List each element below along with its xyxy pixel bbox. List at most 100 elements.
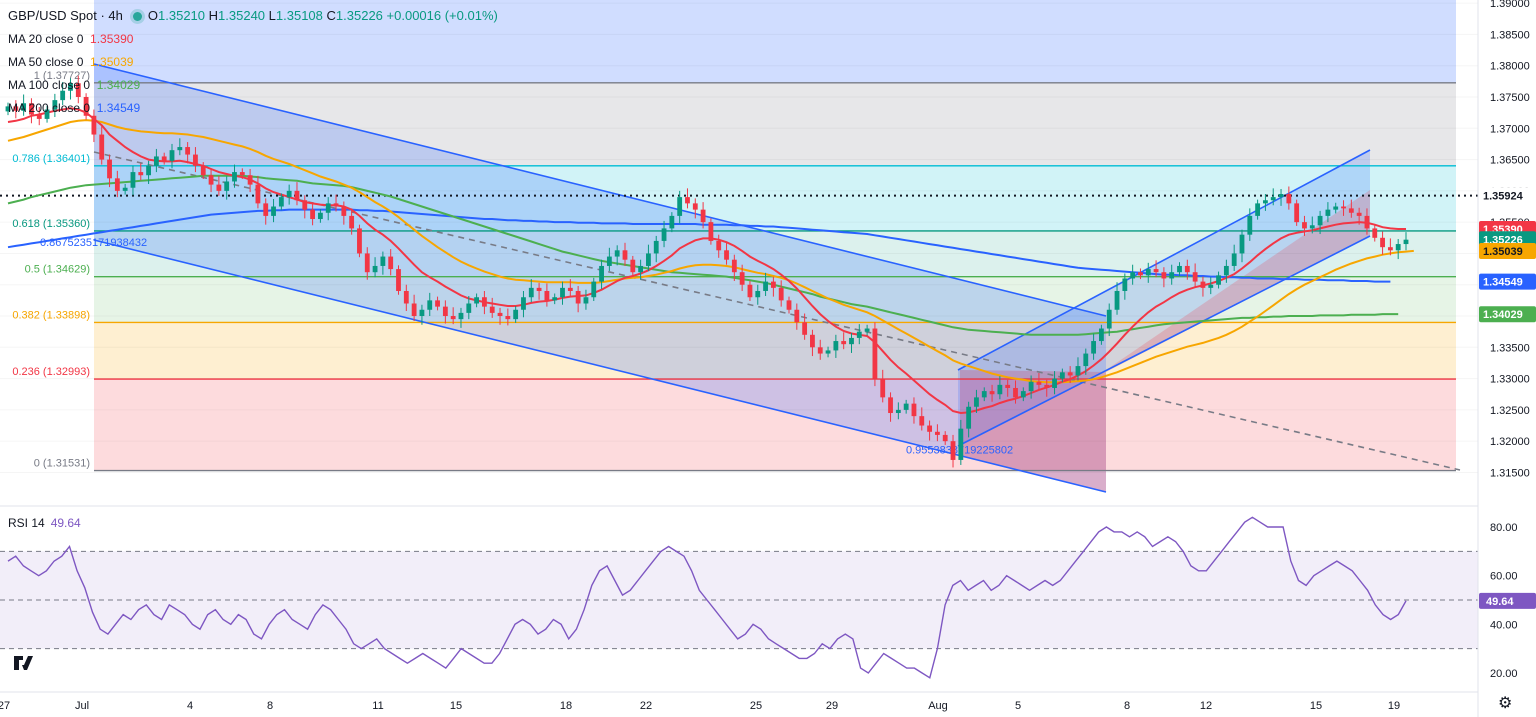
candle-body — [161, 156, 167, 161]
candle-body — [1099, 328, 1104, 342]
time-tick-label: 4 — [187, 700, 193, 712]
fib-label: 0.786 (1.36401) — [12, 153, 90, 165]
candle-body — [302, 200, 308, 210]
candle-body — [606, 256, 612, 266]
price-tick-label: 1.33000 — [1490, 374, 1530, 386]
candle-body — [310, 209, 315, 220]
fib-label: 1 (1.37727) — [34, 70, 90, 82]
candle-body — [1341, 206, 1346, 209]
candle-body — [989, 391, 995, 395]
fib-zone-top — [94, 0, 1456, 83]
candle-body — [1083, 353, 1089, 367]
candle-body — [107, 159, 112, 179]
fib-label: 0.618 (1.35360) — [12, 218, 90, 230]
time-tick-label: 15 — [450, 700, 462, 712]
candle-body — [716, 240, 722, 251]
candle-body — [193, 154, 198, 166]
candle-body — [934, 431, 940, 435]
candle-body — [169, 150, 175, 161]
candle-body — [622, 250, 628, 260]
candle-body — [1013, 387, 1018, 398]
ma50-line — [7, 119, 1414, 384]
candle-body — [349, 215, 355, 229]
candle-body — [1270, 197, 1276, 201]
rsi-tick-label: 60.00 — [1490, 571, 1518, 583]
candle-body — [83, 96, 89, 116]
symbol-title[interactable]: GBP/USD Spot · 4h — [8, 8, 123, 23]
projection-fill — [960, 370, 1106, 492]
ma200-label: MA 200 close 0 — [8, 101, 91, 115]
candle-body — [68, 83, 73, 91]
candle-body — [638, 265, 644, 273]
candle-body — [856, 331, 862, 338]
channel-top-line — [93, 63, 1107, 317]
candle-body — [263, 203, 269, 216]
candle-body — [75, 83, 81, 97]
candle-body — [99, 134, 105, 160]
price-badge-text: 1.35924 — [1483, 191, 1524, 203]
candle-body — [583, 297, 589, 304]
candle-body — [833, 341, 839, 351]
candle-body — [1387, 247, 1393, 251]
candle-body — [661, 228, 667, 241]
candle-body — [739, 272, 745, 285]
rsi-legend[interactable]: RSI 14 49.64 — [8, 516, 81, 530]
candle-body — [1302, 222, 1307, 229]
candle-body — [685, 197, 690, 204]
candle-body — [1153, 269, 1159, 273]
candle-body — [1177, 265, 1182, 273]
candle-body — [1278, 193, 1284, 198]
candle-body — [942, 434, 948, 442]
candle-body — [724, 250, 729, 260]
candle-body — [146, 165, 151, 176]
candle-body — [966, 406, 972, 429]
candle-body — [200, 165, 206, 176]
ma100-legend[interactable]: MA 100 close 0 1.34029 — [8, 77, 140, 93]
candle-body — [44, 109, 50, 119]
tradingview-logo-icon[interactable] — [14, 656, 36, 675]
candle-body — [1192, 272, 1198, 282]
gear-icon[interactable]: ⚙ — [1498, 695, 1513, 712]
candle-body — [1020, 391, 1026, 398]
price-tick-label: 1.37000 — [1490, 123, 1530, 135]
candle-body — [1325, 209, 1331, 216]
rsi-tick-label: 40.00 — [1490, 619, 1518, 631]
time-tick-label: 19 — [1388, 700, 1400, 712]
ma100-label: MA 100 close 0 — [8, 78, 91, 92]
time-tick-label: 11 — [372, 700, 383, 712]
ma20-value: 1.35390 — [90, 32, 134, 46]
candle-body — [630, 259, 636, 273]
time-tick-label: 5 — [1015, 700, 1021, 712]
candle-body — [1059, 372, 1065, 379]
time-tick-label: 25 — [750, 700, 762, 712]
candle-body — [958, 428, 964, 460]
candle-body — [239, 172, 245, 176]
ma20-legend[interactable]: MA 20 close 0 1.35390 — [8, 31, 133, 47]
candle-body — [278, 197, 284, 207]
ma200-legend[interactable]: MA 200 close 0 1.34549 — [8, 100, 140, 116]
candle-body — [669, 215, 675, 229]
time-tick-label: Jul — [75, 700, 89, 712]
candle-body — [1395, 244, 1401, 251]
candle-body — [341, 206, 347, 216]
candle-body — [919, 416, 925, 426]
candle-body — [1255, 203, 1261, 216]
price-tick-label: 1.38000 — [1490, 61, 1530, 73]
candle-body — [396, 269, 401, 291]
price-badge-text: 1.35039 — [1483, 246, 1523, 258]
candle-body — [1044, 384, 1050, 388]
fib-label: 0.5 (1.34629) — [25, 264, 90, 276]
ma100-value: 1.34029 — [96, 78, 141, 92]
candle-body — [60, 90, 66, 101]
channel-bottom-line — [93, 239, 1107, 493]
time-tick-label: 15 — [1310, 700, 1322, 712]
price-axis-bg — [1478, 0, 1536, 717]
candle-body — [185, 147, 191, 155]
candle-body — [1216, 275, 1221, 285]
ma50-legend[interactable]: MA 50 close 0 1.35039 — [8, 54, 133, 70]
ma200-line — [7, 208, 1391, 283]
candle-body — [1309, 225, 1315, 229]
symbol-legend: GBP/USD Spot · 4h O1.35210 H1.35240 L1.35… — [8, 8, 498, 24]
candle-body — [880, 378, 886, 398]
